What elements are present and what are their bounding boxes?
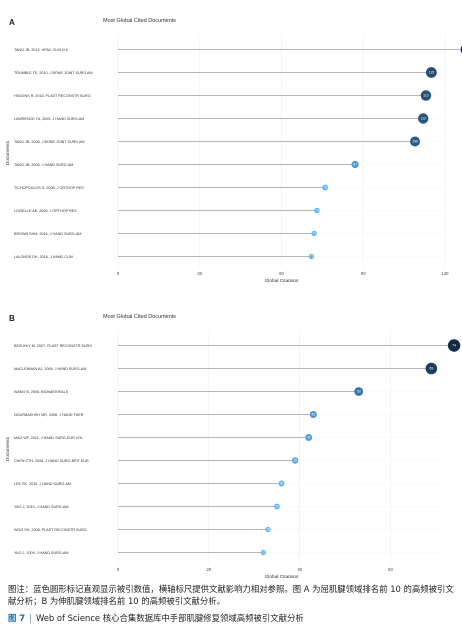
y-category-label: LEE SK, 2010, J HAND SURG-AM [14, 482, 71, 486]
y-category-label: TANG JB, 2008, J BONE JOINT SURG AM [14, 140, 85, 144]
lollipop-point [305, 434, 313, 441]
y-category-label: BEZUHLY M, 2007, PLAST RECONSTR SURG [14, 344, 92, 348]
lollipop-point [314, 207, 320, 214]
x-tick-label: 120 [442, 271, 450, 276]
figure-label-text: Web of Science 核心合集数据库中手部肌腱修复领域高频被引文献分析 [35, 613, 304, 623]
point-value-label: 72 [312, 232, 316, 236]
point-value-label: 39 [293, 459, 297, 463]
lollipop-point [354, 387, 364, 396]
panel-letter-a: A [9, 18, 15, 27]
y-category-label: LALONDE DH, 2016, J HAND CLIN [14, 255, 73, 259]
lollipop-point [425, 362, 438, 375]
lollipop-point [265, 526, 271, 533]
lollipop-point [410, 136, 421, 147]
chart-b-title: Most Global Cited Documents [103, 314, 177, 320]
x-tick-label: 90 [361, 271, 366, 276]
lollipop-point [274, 503, 280, 510]
panel-letter-b: B [9, 314, 15, 323]
point-value-label: 87 [353, 163, 357, 167]
y-axis-label: Documents [5, 140, 11, 165]
y-category-label: MACLENNAN AJ, 2006, J HAND SURG-AM [14, 367, 86, 371]
lollipop-point [308, 253, 315, 260]
x-tick-label: 0 [117, 271, 120, 276]
chart-a-title: Most Global Cited Documents [103, 18, 177, 24]
lollipop-point [351, 160, 359, 169]
lollipop-point [425, 67, 437, 78]
x-tick-label: 30 [197, 271, 202, 276]
lollipop-point [278, 480, 285, 487]
y-category-label: MAO WF, 2011, J HAND SURG-EUR VOL [14, 436, 83, 440]
point-value-label: 115 [429, 71, 434, 75]
y-category-label: TANG JB, 2013, HPAC CLIN N A [14, 48, 69, 52]
point-value-label: 33 [266, 528, 270, 532]
figure-label-separator: | [29, 613, 32, 623]
point-value-label: 53 [357, 390, 361, 394]
point-value-label: 69 [430, 367, 434, 371]
y-category-label: TRUMBLE TE, 2010, J BONE JOINT SURG AM [14, 71, 93, 75]
lollipop-point [291, 457, 299, 464]
point-value-label: 113 [423, 94, 428, 98]
figure-number: 图 7 [8, 613, 26, 623]
lollipop-point [322, 184, 329, 191]
point-value-label: 109 [412, 140, 418, 144]
y-category-label: TICHOPOULOS S, 2008, J ORTHOP RES [14, 186, 84, 190]
point-value-label: 43 [311, 413, 315, 417]
y-category-label: YAO J, 2009, J HAND SURG-AM [14, 551, 68, 555]
lollipop-point [420, 90, 432, 101]
lollipop-point [418, 113, 429, 124]
point-value-label: 112 [421, 117, 426, 121]
x-axis-label: Global Citations [265, 278, 299, 284]
lollipop-point [311, 230, 317, 237]
lollipop-point [309, 410, 317, 419]
x-tick-label: 60 [388, 567, 393, 572]
point-value-label: 73 [315, 209, 319, 213]
y-category-label: WANG B, 2008, BIOMATERIALS [14, 390, 69, 394]
x-axis-label: Global Citations [265, 574, 299, 580]
y-category-label: HIGGINS R, 2016, PLAST RECONSTR SURG [14, 94, 91, 98]
chart-a-grid [116, 34, 446, 268]
y-category-label: NOURBAKHSH MR, 2008, J HAND THER [14, 413, 84, 417]
x-tick-label: 0 [117, 567, 120, 572]
y-category-label: TANG JB, 2005, J HAND SURG-AM [14, 163, 73, 167]
point-value-label: 74 [452, 344, 456, 348]
point-value-label: 32 [261, 551, 265, 555]
chart-b-grid [116, 330, 445, 564]
y-category-label: BROWN SHM, 2016, J HAND SURG-AM [14, 232, 81, 236]
y-category-label: LOISELLE AE, 2009, J ORTHOP RES [14, 209, 77, 213]
x-tick-label: 60 [279, 271, 284, 276]
chart-b-plot: 0 20 40 60 BEZUHLY M, 2007, PLAST RECONSTR S… [5, 330, 461, 580]
point-value-label: 42 [307, 436, 311, 440]
y-category-label: WOO SH, 2008, PLAST RECONSTR SURG [14, 528, 87, 532]
figure-caption: 图注：蓝色圆形标记直观显示被引数值，横轴标尺提供文献影响力相对参照。图 A 为屈… [8, 584, 454, 606]
y-category-label: LAWRENCE TA, 2005, J HAND SURG-AM [14, 117, 84, 121]
point-value-label: 35 [275, 505, 279, 509]
x-tick-label: 40 [297, 567, 302, 572]
chart-panel-b: 0 20 40 60 BEZUHLY M, 2007, PLAST RECONSTR S… [0, 296, 462, 586]
point-value-label: 36 [280, 482, 284, 486]
y-axis-label: Documents [5, 436, 11, 461]
y-category-label: YAO J, 2010, J HAND SURG-AM [14, 505, 68, 509]
y-category-label: CHEN CTH, 2006, J HAND SURG-BRIT EUR [14, 459, 89, 463]
x-tick-label: 20 [206, 567, 211, 572]
lollipop-point [447, 339, 461, 352]
figure-label: 图 7 | Web of Science 核心合集数据库中手部肌腱修复领域高频被引文… [8, 612, 304, 624]
lollipop-point [260, 549, 266, 556]
point-value-label: 71 [310, 255, 314, 259]
point-value-label: 76 [323, 186, 327, 190]
